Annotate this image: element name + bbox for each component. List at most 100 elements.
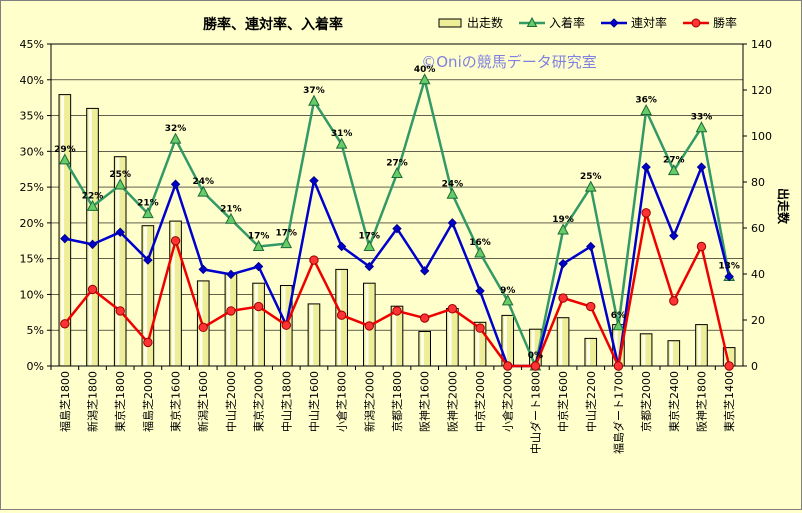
x-tick-label: 東京芝1600 [169, 371, 183, 432]
data-label: 16% [469, 238, 491, 248]
legend-label: 入着率 [549, 15, 585, 30]
bar-highlight [116, 157, 120, 365]
marker-diamond [336, 241, 347, 252]
bar-highlight [614, 325, 618, 365]
bar [113, 156, 127, 367]
y2-tick-label: 20 [751, 314, 765, 327]
bar [695, 324, 708, 367]
x-tick-label: 東京芝2400 [667, 371, 681, 432]
legend-marker-circle [691, 18, 701, 28]
bar-highlight [476, 323, 480, 365]
marker-circle [503, 361, 513, 371]
x-tick-label: 阪神芝1600 [418, 371, 432, 432]
marker-circle [475, 323, 485, 333]
line-series [59, 73, 735, 371]
x-axis: 福島芝1800 新潟芝1800 東京芝1800 福島芝2000 東京芝1600 新潟芝16… [50, 366, 736, 454]
bar [86, 107, 99, 367]
marker-triangle [584, 180, 597, 192]
data-label: 36% [635, 96, 657, 106]
marker-diamond [87, 239, 98, 250]
y-tick-label: 25% [20, 181, 44, 194]
data-label: 25% [580, 172, 602, 182]
marker-triangle [391, 166, 403, 179]
marker-triangle [335, 137, 348, 149]
data-label: 0% [528, 351, 543, 361]
marker-triangle [114, 178, 127, 190]
y-tick-label: 0% [27, 360, 44, 373]
x-tick-label: 東京芝2000 [252, 371, 266, 432]
marker-circle [696, 241, 707, 252]
marker-circle [447, 304, 458, 314]
marker-circle [641, 208, 651, 218]
bar-highlight [669, 341, 673, 365]
bar [639, 333, 653, 367]
marker-triangle [197, 185, 210, 197]
bar [446, 308, 459, 367]
chart-title: 勝率、連対率、入着率 [203, 16, 343, 33]
marker-circle [60, 319, 70, 329]
marker-circle [558, 293, 568, 303]
marker-triangle [59, 153, 71, 165]
x-tick-label: 福島芝2000 [141, 371, 155, 432]
marker-diamond [586, 241, 596, 252]
x-tick-label: 阪神芝2000 [445, 371, 459, 432]
y-tick-label: 45% [20, 38, 44, 51]
y-tick-label: 10% [20, 288, 44, 301]
bar-highlight [503, 316, 507, 365]
legend-swatch-bar [438, 18, 462, 28]
marker-circle [198, 322, 208, 333]
data-label: 21% [137, 199, 159, 209]
bar [169, 220, 182, 367]
bar-highlight [144, 226, 148, 365]
y2-tick-label: 60 [751, 222, 765, 235]
marker-triangle [612, 319, 625, 331]
data-label: 24% [192, 177, 214, 187]
y2-tick-label: 100 [751, 130, 772, 143]
marker-circle [226, 306, 236, 316]
marker-diamond [143, 255, 153, 265]
y-tick-label: 30% [20, 145, 44, 158]
marker-circle [115, 306, 125, 316]
marker-circle [669, 296, 679, 306]
x-tick-label: 中山芝1600 [308, 371, 321, 432]
y-tick-label: 5% [27, 324, 44, 337]
y-tick-label: 15% [20, 253, 44, 266]
marker-circle [170, 236, 181, 246]
bar-highlight [559, 318, 563, 365]
bar [473, 321, 487, 367]
y-tick-label: 40% [20, 74, 44, 87]
marker-diamond [60, 233, 70, 244]
bar-highlight [171, 222, 175, 365]
x-tick-label: 新潟芝1600 [196, 371, 210, 432]
bar [390, 305, 404, 367]
data-label: 21% [220, 204, 242, 214]
legend-marker-diamond [609, 18, 619, 28]
bar-highlight [393, 307, 397, 365]
marker-diamond [226, 269, 236, 280]
marker-diamond [447, 218, 458, 228]
marker-diamond [669, 231, 679, 241]
marker-triangle [667, 164, 680, 176]
y2-tick-label: 140 [751, 38, 772, 51]
legend-label: 連対率 [631, 15, 667, 30]
bar [584, 337, 598, 367]
x-tick-label: 小倉芝1800 [335, 371, 349, 432]
y2-axis-label: 出走数 [776, 188, 791, 225]
marker-circle [613, 361, 624, 371]
data-labels: 29% 22% 25% 21% 32% 24% 21% 17% 17% 37% 31% 17% 27% 4… [54, 65, 740, 361]
x-tick-label: 中山芝2200 [585, 371, 598, 432]
marker-diamond [364, 261, 375, 272]
bar-highlight [697, 325, 701, 365]
bar-highlight [88, 109, 92, 366]
x-tick-label: 中山ダート1800 [528, 371, 542, 454]
y-tick-label: 35% [20, 110, 44, 123]
data-label: 17% [248, 232, 270, 242]
legend-label: 出走数 [467, 15, 503, 30]
marker-diamond [641, 162, 651, 172]
bar [418, 331, 431, 367]
bar-highlight [531, 330, 535, 365]
data-label: 33% [691, 113, 713, 123]
bar [141, 225, 155, 367]
